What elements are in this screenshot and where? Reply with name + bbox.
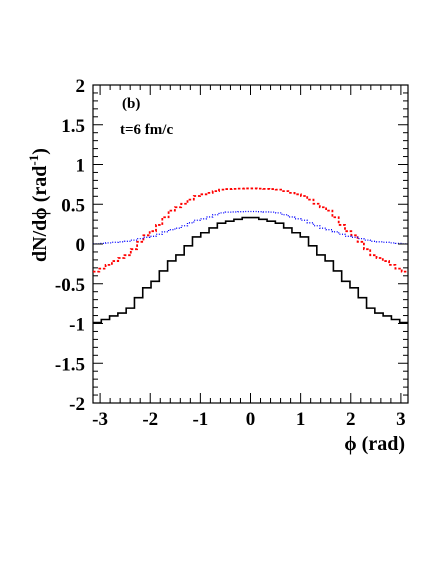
x-tick-label: 3: [396, 409, 406, 430]
y-tick-label: 0.5: [61, 195, 85, 216]
tick-layer: [93, 84, 408, 404]
y-tick-label: 1.5: [61, 116, 85, 137]
y-axis-title: dN/dϕ (rad-1): [26, 148, 51, 262]
y-tick-label: -1.5: [55, 354, 85, 375]
y-tick-label: -2: [69, 394, 85, 415]
x-tick-label: -1: [192, 409, 208, 430]
x-tick-label: 0: [246, 409, 256, 430]
y-tick-label: -1: [69, 315, 85, 336]
panel-label: (b): [122, 96, 140, 112]
y-axis-title-main: dN/dϕ (rad: [29, 166, 51, 262]
time-annotation: t=6 fm/c: [120, 122, 173, 138]
y-axis-title-sup: -1: [26, 155, 41, 166]
series-layer: [93, 187, 408, 324]
series-dotted: [93, 210, 408, 245]
x-tick-label: -3: [92, 409, 108, 430]
x-axis-title: ϕ (rad): [344, 433, 405, 455]
x-tick-label: 2: [346, 409, 356, 430]
y-tick-label: -0.5: [55, 275, 85, 296]
x-tick-label: -2: [142, 409, 158, 430]
y-axis-title-close: ): [29, 148, 51, 155]
y-tick-label: 0: [76, 235, 86, 256]
x-tick-label: 1: [296, 409, 306, 430]
label-layer: -3 -2 -1 0 1 2 3 -2 -1.5 -1 -0.5 0 0.5 1 1.5 2: [55, 76, 406, 430]
series-dashed: [93, 187, 408, 273]
y-tick-label: 2: [76, 76, 86, 97]
y-tick-label: 1: [76, 156, 86, 177]
series-histogram-solid: [93, 216, 408, 324]
